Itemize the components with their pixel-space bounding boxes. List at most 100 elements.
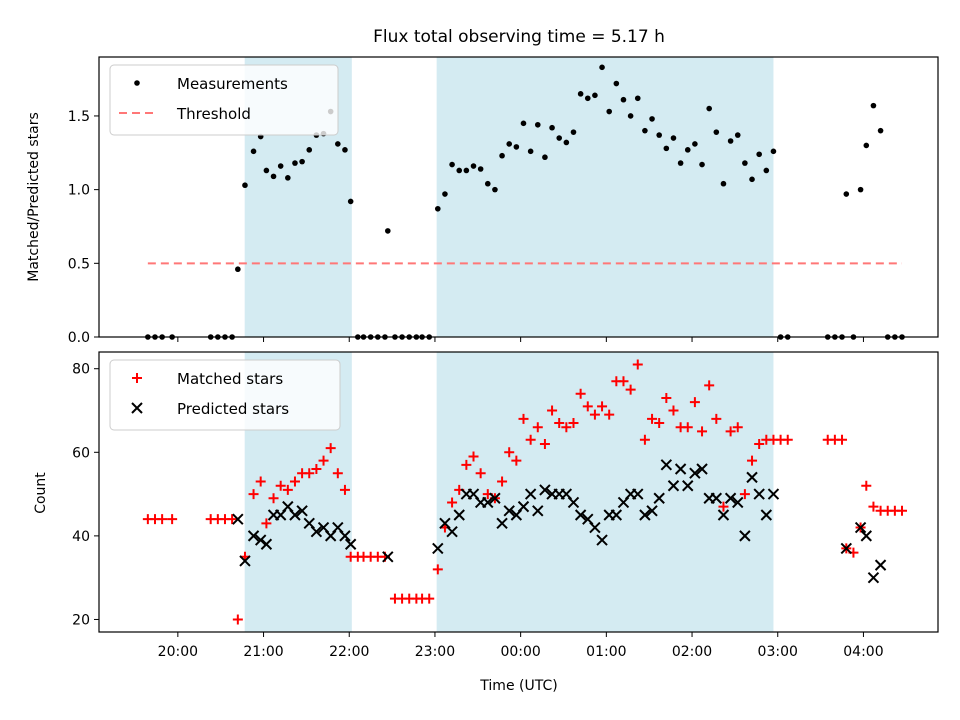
top-measurement-point xyxy=(306,147,313,153)
bottom-panel: Count Time (UTC) 20 40 60 80 20:00 21:00 22:00… xyxy=(33,351,939,694)
top-measurement-point xyxy=(477,166,484,172)
top-measurement-point xyxy=(270,173,277,180)
bottom-legend-box xyxy=(109,359,341,431)
top-measurement-point xyxy=(620,96,627,103)
predicted-star-point xyxy=(746,471,758,484)
legend-label: Matched stars xyxy=(177,370,283,388)
top-measurement-point xyxy=(857,186,864,193)
legend-label: Predicted stars xyxy=(177,400,289,418)
matched-star-point xyxy=(725,426,736,437)
top-measurement-point xyxy=(677,160,684,166)
xtick-label: 20:00 xyxy=(158,644,198,660)
top-measurement-point xyxy=(263,167,270,174)
xtick-label: 23:00 xyxy=(415,644,455,660)
top-measurement-point xyxy=(235,266,241,273)
bottom-panel-axes: 20 40 60 80 20:00 21:00 22:00 23:00 00:00 01:00 02… xyxy=(72,351,939,660)
matched-star-point xyxy=(689,397,700,408)
matched-star-point xyxy=(339,484,350,495)
top-measurement-point xyxy=(534,121,541,128)
legend-x-marker xyxy=(131,402,143,414)
top-measurement-point xyxy=(484,180,491,187)
top-measurement-point xyxy=(592,92,598,99)
matched-star-point xyxy=(547,405,558,416)
top-measurement-point xyxy=(250,148,257,155)
predicted-star-point xyxy=(739,530,751,542)
matched-star-point xyxy=(475,468,486,479)
top-measurement-point xyxy=(527,148,534,155)
predicted-star-point xyxy=(453,509,465,521)
predicted-star-point xyxy=(860,530,873,542)
top-measurement-point xyxy=(613,80,620,87)
top-measurement-point xyxy=(492,186,498,193)
predicted-star-point xyxy=(496,517,508,530)
matched-star-point xyxy=(311,464,322,475)
predicted-star-point xyxy=(732,496,744,509)
top-measurement-point xyxy=(542,154,548,161)
top-measurement-point xyxy=(347,198,354,205)
matched-star-point xyxy=(432,564,443,575)
matched-star-point xyxy=(661,392,672,403)
top-measurement-point xyxy=(299,158,305,165)
matched-star-point xyxy=(625,384,636,395)
matched-star-point xyxy=(654,418,665,429)
top-measurement-point xyxy=(877,127,884,134)
matched-star-point xyxy=(157,514,168,525)
matched-star-point xyxy=(632,359,643,370)
top-measurement-point xyxy=(342,147,348,153)
matched-star-point xyxy=(561,422,572,433)
predicted-star-point xyxy=(610,509,623,521)
top-measurement-point xyxy=(656,132,662,138)
top-measurement-point xyxy=(642,127,648,134)
bottom-panel-marks xyxy=(142,359,908,625)
bottom-ytick-label: 60 xyxy=(72,445,90,461)
top-ytick-label: 1.5 xyxy=(68,109,90,125)
top-measurement-point xyxy=(756,151,762,158)
predicted-star-point xyxy=(574,509,587,521)
matched-star-point xyxy=(275,480,286,491)
predicted-star-point xyxy=(382,551,394,563)
top-measurement-point xyxy=(292,160,298,166)
matched-star-point xyxy=(704,380,715,391)
top-measurement-point xyxy=(335,141,341,147)
predicted-star-point xyxy=(674,463,687,475)
top-ytick-label: 1.0 xyxy=(68,183,90,199)
xtick-label: 01:00 xyxy=(586,644,626,660)
predicted-star-point xyxy=(589,521,601,534)
xtick-label: 21:00 xyxy=(243,644,283,660)
matched-star-point xyxy=(332,468,343,479)
top-measurement-point xyxy=(570,129,577,135)
top-panel-legend: Measurements Threshold xyxy=(109,64,339,136)
predicted-star-point xyxy=(710,492,723,504)
matched-star-point xyxy=(597,401,608,412)
predicted-star-point xyxy=(667,480,680,492)
top-measurement-point xyxy=(699,161,705,168)
matched-star-point xyxy=(639,434,650,445)
top-measurement-point xyxy=(520,120,527,127)
top-panel-ylabel: Matched/Predicted stars xyxy=(26,112,42,282)
predicted-star-point xyxy=(339,530,351,542)
predicted-star-point xyxy=(567,496,580,509)
matched-star-point xyxy=(589,409,600,420)
top-measurement-point xyxy=(763,167,770,174)
top-measurement-point xyxy=(556,135,563,141)
matched-star-point xyxy=(697,426,708,437)
top-measurement-point xyxy=(727,138,734,144)
top-measurement-point xyxy=(499,152,505,159)
predicted-star-point xyxy=(867,571,880,584)
predicted-star-point xyxy=(753,488,765,500)
matched-star-point xyxy=(525,434,536,445)
top-measurement-point xyxy=(863,142,870,149)
bottom-panel-ylabel: Count xyxy=(33,472,49,514)
predicted-star-point xyxy=(239,555,251,567)
top-ytick-label: 0.5 xyxy=(68,256,90,272)
matched-star-point xyxy=(289,476,300,487)
matched-star-point xyxy=(711,413,722,424)
predicted-star-point xyxy=(532,505,544,517)
matched-star-point xyxy=(897,505,908,516)
legend-label: Measurements xyxy=(177,75,288,93)
top-measurement-point xyxy=(577,91,584,97)
top-measurement-point xyxy=(870,102,877,109)
bottom-ytick-label: 20 xyxy=(72,612,90,628)
top-measurement-point xyxy=(692,141,698,147)
